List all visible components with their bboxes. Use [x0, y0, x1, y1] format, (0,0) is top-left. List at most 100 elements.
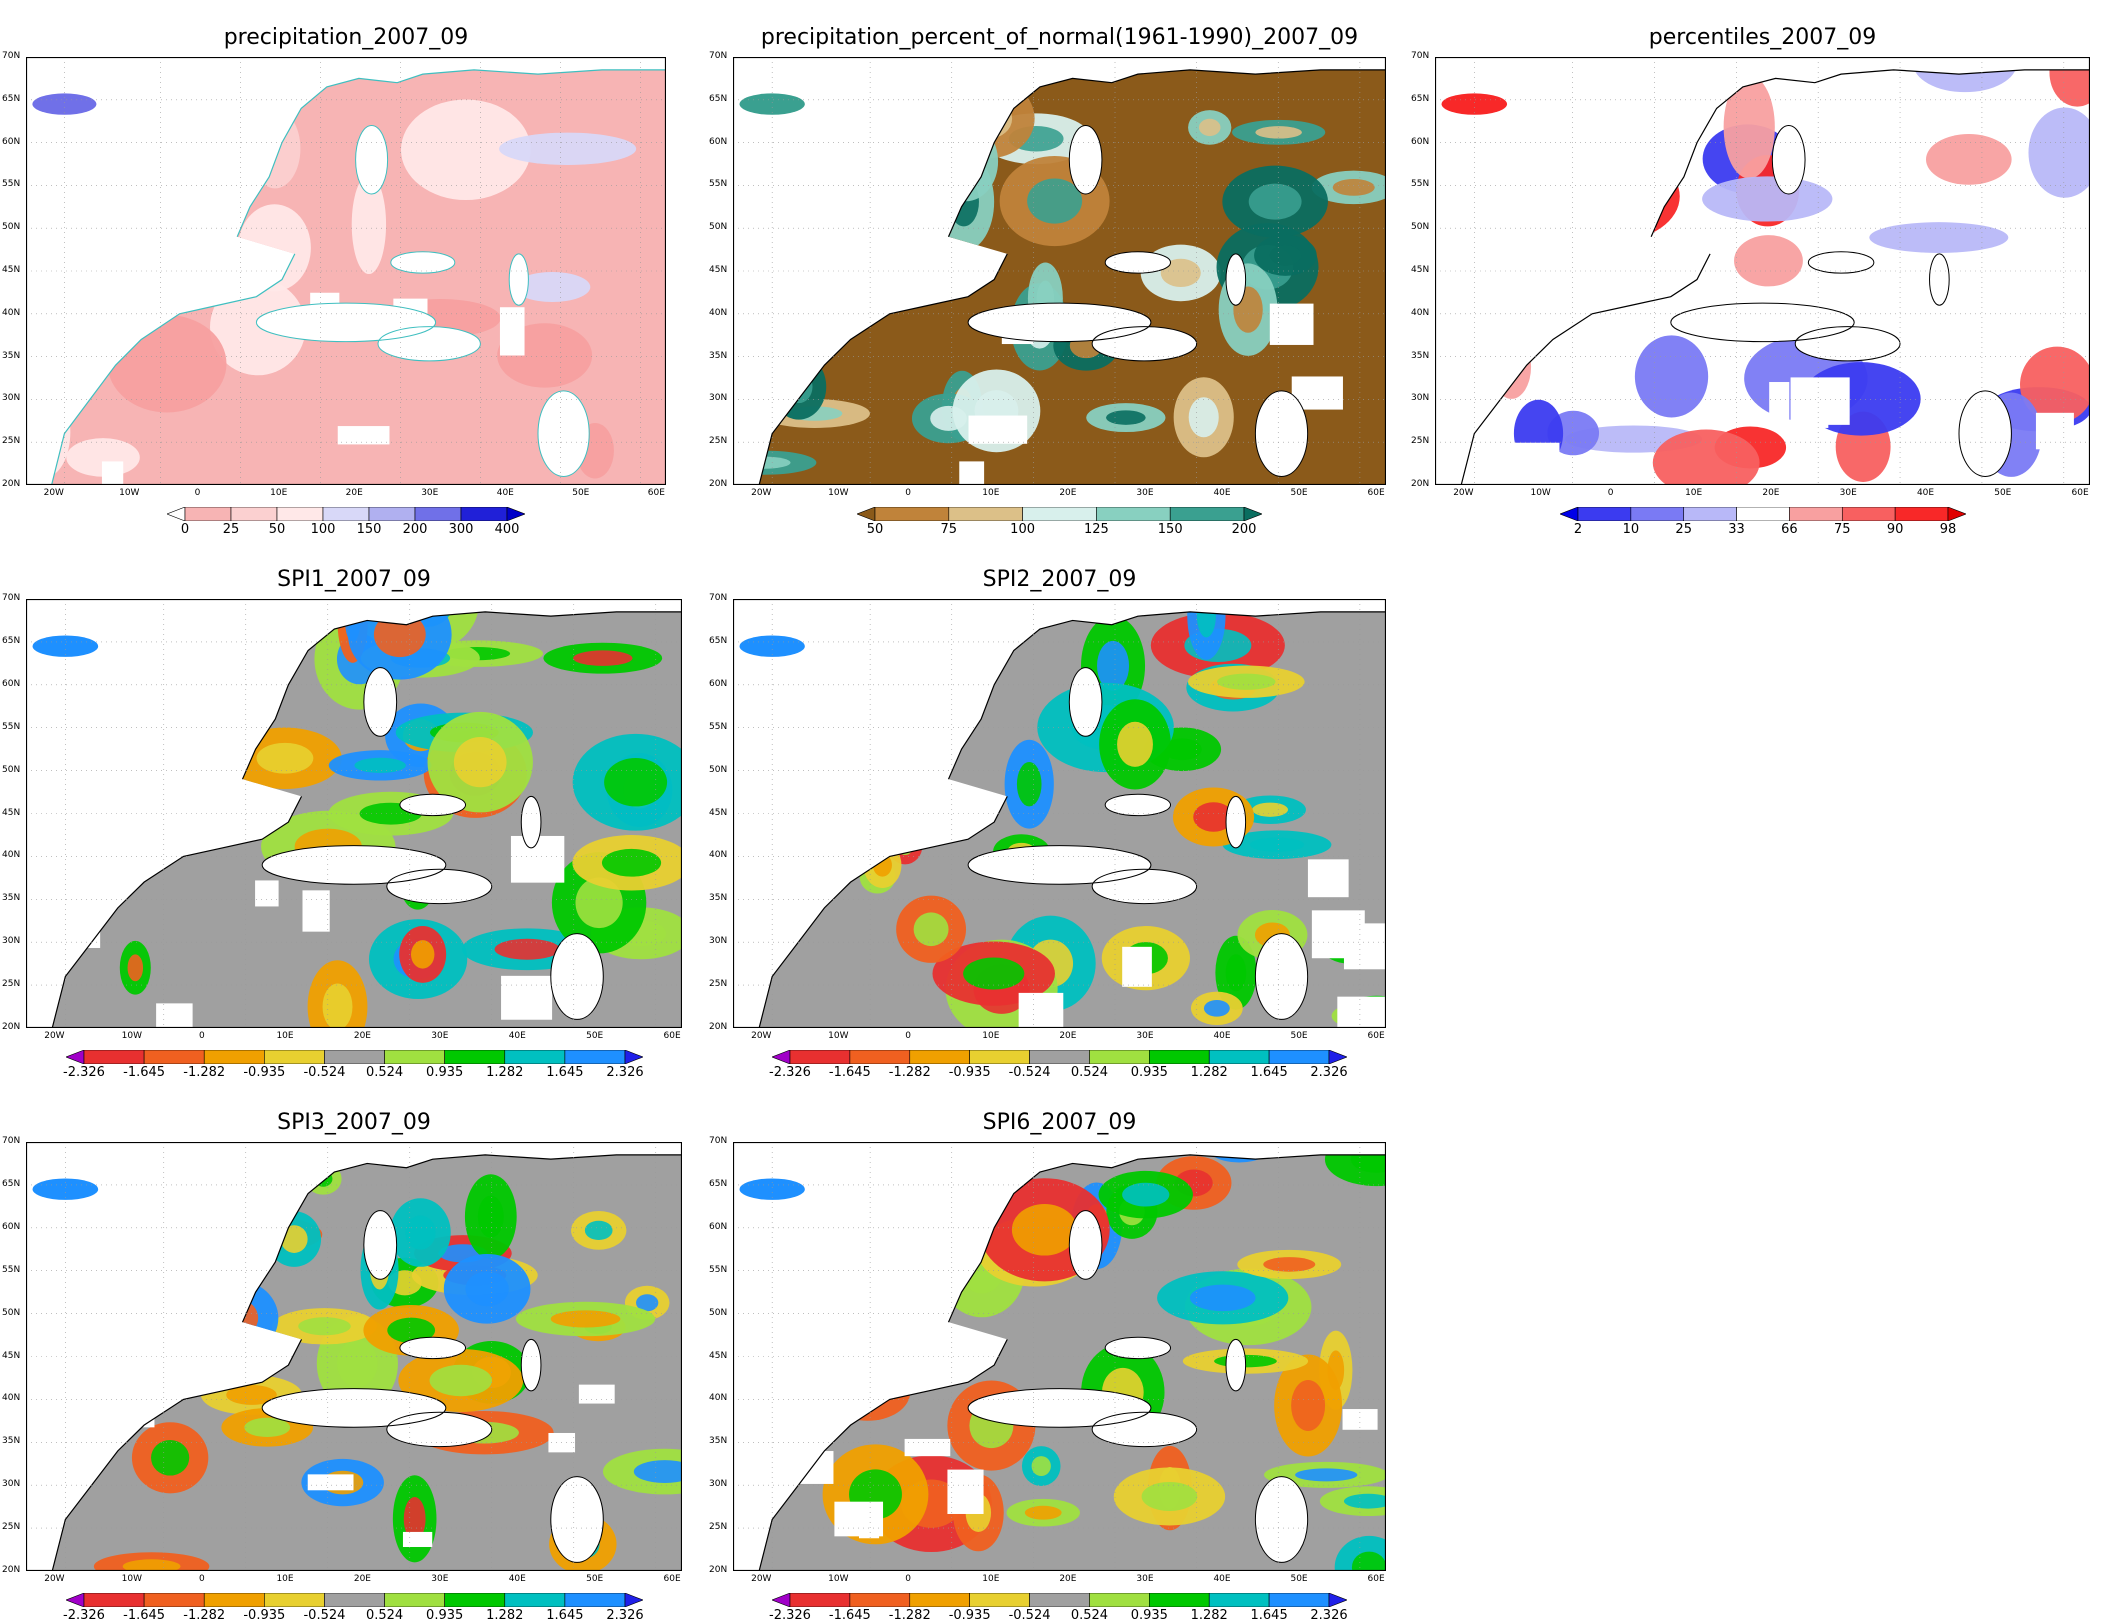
- lon-tick-label: 10E: [270, 488, 288, 498]
- lon-tick-label: 0: [905, 1574, 911, 1584]
- lat-tick-label: 25N: [709, 979, 728, 990]
- lat-tick-label: 70N: [1411, 51, 1430, 61]
- colorbar-tick-label: 150: [1157, 522, 1183, 537]
- colorbar: [1560, 507, 1966, 521]
- colorbar-upper-arrow: [1243, 507, 1262, 521]
- colorbar-box: [414, 507, 462, 521]
- colorbar-box: [324, 1050, 385, 1064]
- map-spi1: [26, 599, 682, 1028]
- colorbar-tick-label: -0.935: [243, 1065, 286, 1080]
- colorbar-tick-label: 0.935: [426, 1065, 464, 1080]
- colorbar-box: [1268, 1593, 1330, 1607]
- lon-tick-label: 20W: [751, 488, 772, 498]
- lat-tick-label: 60N: [709, 678, 728, 689]
- lat-tick-label: 35N: [1411, 350, 1430, 361]
- colorbar-box: [230, 507, 278, 521]
- panel-title: precipitation_2007_09: [223, 25, 469, 50]
- colorbar-tick-label: -1.645: [828, 1065, 871, 1080]
- lon-tick-label: 10E: [276, 1031, 294, 1041]
- lon-tick-label: 10W: [1530, 488, 1551, 498]
- colorbar-tick-label: 0.524: [365, 1608, 404, 1623]
- colorbar-box: [874, 507, 950, 521]
- colorbar-lower-arrow: [66, 1593, 85, 1607]
- map-precip: [26, 57, 666, 485]
- lat-tick-label: 65N: [709, 635, 728, 646]
- colorbar-box: [143, 1050, 205, 1064]
- lon-tick-label: 50E: [586, 1574, 604, 1584]
- lon-tick-label: 60E: [1367, 488, 1385, 498]
- lon-tick-label: 30E: [1136, 1574, 1154, 1584]
- colorbar-tick-label: -0.524: [1008, 1608, 1051, 1623]
- colorbar-box: [1149, 1593, 1210, 1607]
- colorbar-tick-label: 100: [1010, 522, 1036, 537]
- lon-tick-label: 0: [905, 1031, 911, 1041]
- lon-tick-label: 10E: [982, 1031, 1000, 1041]
- colorbar-tick-label: 1.645: [1250, 1065, 1288, 1080]
- colorbar-tick-label: 125: [1083, 522, 1109, 537]
- lat-tick-label: 50N: [709, 764, 728, 775]
- lon-tick-label: 50E: [1290, 1574, 1308, 1584]
- colorbar-tick-label: 1.645: [546, 1608, 584, 1623]
- lon-tick-label: 30E: [1136, 1031, 1154, 1041]
- colorbar-box: [564, 1050, 626, 1064]
- lon-tick-label: 60E: [647, 488, 665, 498]
- colorbar-box: [1029, 1593, 1090, 1607]
- colorbar-box: [1169, 507, 1245, 521]
- colorbar-tick-label: 2.326: [606, 1608, 644, 1623]
- lat-tick-label: 50N: [1411, 222, 1430, 233]
- lat-tick-label: 40N: [2, 850, 21, 861]
- lon-tick-label: 10E: [1685, 488, 1703, 498]
- colorbar: [857, 507, 1262, 521]
- map-pct: [733, 57, 1386, 485]
- lat-tick-label: 35N: [709, 1436, 728, 1447]
- colorbar-tick-label: -0.524: [303, 1065, 346, 1080]
- colorbar-box: [384, 1593, 445, 1607]
- lon-tick-label: 20W: [43, 488, 64, 498]
- lat-tick-label: 65N: [709, 1178, 728, 1189]
- colorbar-tick-label: 100: [310, 522, 336, 537]
- lon-tick-label: 20E: [353, 1574, 371, 1584]
- lon-tick-label: 50E: [1994, 488, 2012, 498]
- colorbar-upper-arrow: [1328, 1050, 1347, 1064]
- lat-tick-label: 60N: [2, 136, 21, 147]
- lat-tick-label: 30N: [2, 1479, 21, 1490]
- colorbar-box: [1268, 1050, 1330, 1064]
- panel-title: SPI2_2007_09: [982, 567, 1137, 592]
- lat-tick-label: 70N: [2, 51, 21, 61]
- colorbar-box: [1029, 1050, 1090, 1064]
- lon-tick-label: 50E: [1290, 488, 1308, 498]
- colorbar-tick-label: 98: [1939, 522, 1957, 537]
- lat-tick-label: 40N: [1411, 307, 1430, 318]
- lon-tick-label: 20E: [1059, 1031, 1077, 1041]
- colorbar-tick-label: -1.282: [888, 1065, 931, 1080]
- colorbar-box: [1089, 1050, 1150, 1064]
- lon-tick-label: 30E: [1136, 488, 1154, 498]
- lat-tick-label: 20N: [2, 479, 21, 489]
- colorbar-lower-arrow: [772, 1593, 791, 1607]
- lat-tick-label: 45N: [1411, 265, 1430, 275]
- lat-tick-label: 30N: [709, 936, 728, 947]
- colorbar-tick-label: 1.645: [1250, 1608, 1288, 1623]
- map-perc: [1435, 57, 2090, 485]
- lat-tick-label: 60N: [709, 1221, 728, 1232]
- lon-tick-label: 40E: [508, 1574, 526, 1584]
- colorbar-tick-label: 0.524: [365, 1065, 404, 1080]
- lat-tick-label: 40N: [2, 1393, 21, 1404]
- map-spi3: [26, 1142, 682, 1571]
- colorbar-upper-arrow: [624, 1593, 643, 1607]
- colorbar-tick-label: 150: [356, 522, 382, 537]
- lat-tick-label: 30N: [2, 393, 21, 404]
- colorbar-box: [909, 1050, 970, 1064]
- lon-tick-label: 0: [905, 488, 911, 498]
- lat-tick-label: 20N: [1411, 479, 1430, 489]
- lon-tick-label: 10W: [121, 1031, 142, 1041]
- colorbar-box: [324, 1593, 385, 1607]
- colorbar-tick-label: -0.935: [243, 1608, 286, 1623]
- colorbar-box: [368, 507, 416, 521]
- colorbar-box: [1894, 507, 1949, 521]
- lon-tick-label: 60E: [1367, 1574, 1385, 1584]
- lat-tick-label: 30N: [709, 393, 728, 404]
- lon-tick-label: 60E: [2071, 488, 2089, 498]
- lon-tick-label: 30E: [431, 1574, 449, 1584]
- colorbar-box: [1089, 1593, 1150, 1607]
